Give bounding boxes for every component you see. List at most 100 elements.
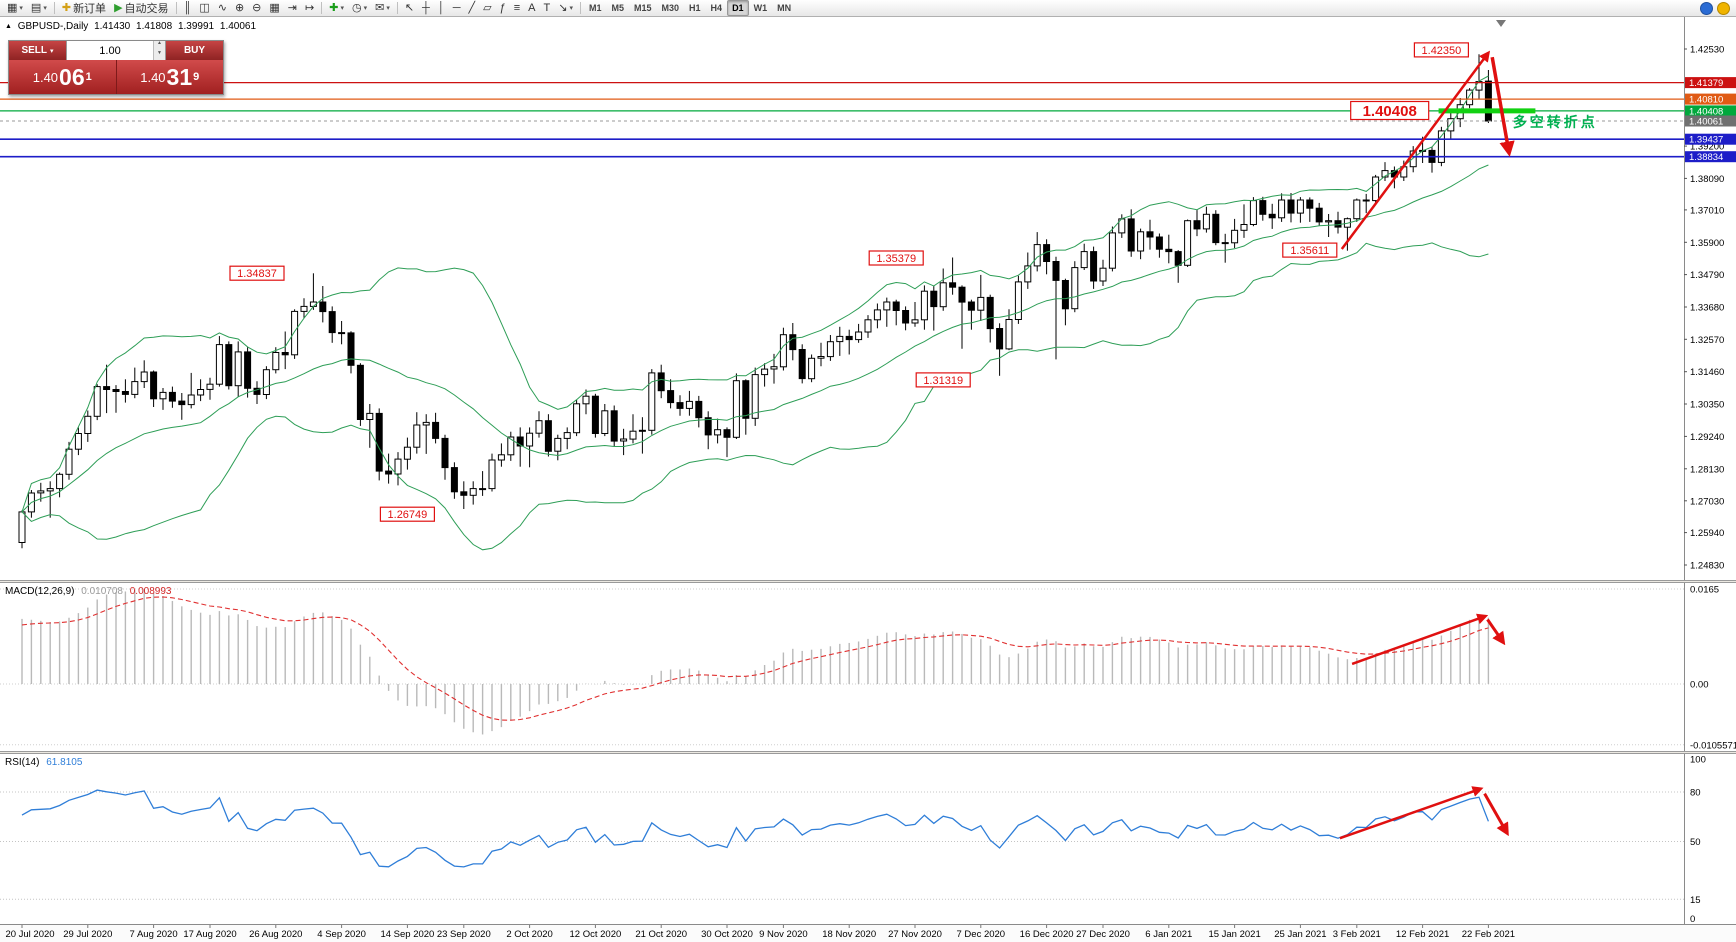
- help-icon[interactable]: [1700, 1, 1713, 15]
- svg-text:14 Sep 2020: 14 Sep 2020: [380, 929, 434, 940]
- trendline-button[interactable]: ╱: [465, 0, 480, 17]
- svg-text:1.29240: 1.29240: [1690, 432, 1724, 443]
- timeframe-h1-button[interactable]: H1: [689, 3, 701, 13]
- timeframe-w1-button[interactable]: W1: [753, 3, 768, 13]
- chart-canvas[interactable]: 1.34837 1.26749 1.35379 1.31319 1.35611 1.423…: [0, 17, 1736, 942]
- shapes-button[interactable]: ≡: [510, 0, 524, 17]
- buy-button[interactable]: BUY: [166, 41, 223, 60]
- sell-button[interactable]: SELL ▾: [9, 41, 66, 60]
- chart-shift-marker[interactable]: [1496, 20, 1506, 27]
- volume-up-button[interactable]: ▲: [154, 41, 165, 51]
- text-button[interactable]: A: [524, 0, 539, 17]
- tile-windows-button[interactable]: ▦: [265, 0, 283, 17]
- price-annotation[interactable]: 1.35611: [1282, 242, 1338, 258]
- new-chart-icon: ▦: [7, 1, 18, 14]
- time-axis[interactable]: [0, 925, 1736, 942]
- auto-scroll-button[interactable]: ⇥: [284, 0, 301, 17]
- svg-text:1.34837: 1.34837: [237, 268, 277, 280]
- arrow-annotation[interactable]: [1483, 792, 1509, 837]
- periods-icon: ◷: [351, 1, 362, 14]
- price-annotation[interactable]: 1.42350: [1413, 42, 1470, 58]
- annotations-layer[interactable]: 1.34837 1.26749 1.35379 1.31319 1.35611 1.423…: [229, 42, 1598, 840]
- svg-text:21 Oct 2020: 21 Oct 2020: [635, 929, 687, 940]
- svg-text:1.39437: 1.39437: [1689, 135, 1723, 146]
- candlestick-chart-icon: ◫: [199, 1, 210, 14]
- autotrading-label: 自动交易: [124, 3, 169, 15]
- one-click-trading-panel: SELL ▾ ▲ ▼ BUY 1.40 06 1: [8, 40, 224, 95]
- chart-shift-button[interactable]: ↦: [301, 0, 318, 17]
- bar-chart-button[interactable]: ║: [180, 0, 196, 17]
- svg-text:1.30350: 1.30350: [1690, 400, 1724, 411]
- cursor-icon: ↖: [404, 1, 415, 14]
- zoom-in-button[interactable]: ⊕: [231, 0, 248, 17]
- svg-text:1.40408: 1.40408: [1689, 106, 1723, 117]
- timeframe-m15-button[interactable]: M15: [634, 3, 652, 13]
- price-axis[interactable]: [1685, 17, 1736, 924]
- svg-text:29 Jul 2020: 29 Jul 2020: [63, 929, 112, 940]
- toolbar: ▦ ▾ ▤ ▾ ✚ 新订单 ▶ 自动交易 ║ ◫ ∿ ⊕ ⊖ ▦ ⇥ ↦ ✚ ▾ ◷ ▾ ✉ ▾ ↖ ┼ │ ─ ╱ ▱ ƒ ≡ A T ↘ ▾ M…: [0, 0, 1736, 17]
- periods-button[interactable]: ◷ ▾: [348, 0, 371, 17]
- buy-price-sup: 9: [193, 71, 200, 83]
- fibonacci-button[interactable]: ƒ: [496, 0, 510, 17]
- timeframe-m1-button[interactable]: M1: [588, 3, 602, 13]
- templates-button[interactable]: ✉ ▾: [371, 0, 394, 17]
- price-annotation[interactable]: 1.40408: [1350, 100, 1430, 121]
- timeframe-d1-button[interactable]: D1: [727, 0, 749, 16]
- timeframe-m5-button[interactable]: M5: [611, 3, 624, 13]
- sell-price-button[interactable]: 1.40 06 1: [9, 60, 117, 94]
- svg-text:9 Nov 2020: 9 Nov 2020: [759, 929, 808, 940]
- svg-text:30 Oct 2020: 30 Oct 2020: [701, 929, 753, 940]
- autotrading-button[interactable]: ▶ 自动交易: [110, 0, 172, 17]
- price-annotation[interactable]: 1.31319: [915, 372, 971, 388]
- pane-separator[interactable]: [0, 751, 1736, 754]
- candlestick-chart-button[interactable]: ◫: [195, 0, 213, 17]
- alerts-icon[interactable]: [1717, 1, 1730, 15]
- svg-text:26 Aug 2020: 26 Aug 2020: [249, 929, 302, 940]
- arrows-button[interactable]: ↘ ▾: [554, 0, 577, 17]
- bollinger-layer: [21, 75, 1489, 551]
- svg-text:1.38834: 1.38834: [1689, 152, 1723, 163]
- arrow-annotation[interactable]: [1340, 50, 1491, 250]
- candles-layer: [18, 54, 1492, 549]
- arrow-annotation[interactable]: [1486, 618, 1506, 646]
- arrow-annotation[interactable]: [1339, 786, 1484, 840]
- cursor-button[interactable]: ↖: [401, 0, 418, 17]
- timeframe-h4-button[interactable]: H4: [710, 3, 723, 13]
- line-chart-button[interactable]: ∿: [214, 0, 231, 17]
- line-chart-icon: ∿: [217, 1, 227, 14]
- svg-text:3 Feb 2021: 3 Feb 2021: [1333, 929, 1381, 940]
- text-icon: A: [528, 1, 536, 14]
- volume-input[interactable]: [67, 41, 153, 60]
- indicators-button[interactable]: ✚ ▾: [325, 0, 348, 17]
- text-label-button[interactable]: T: [540, 0, 555, 17]
- crosshair-button[interactable]: ┼: [418, 0, 434, 17]
- new-chart-button[interactable]: ▦ ▾: [3, 0, 27, 17]
- equidistant-channel-button[interactable]: ▱: [479, 0, 495, 17]
- vertical-line-button[interactable]: │: [434, 0, 449, 17]
- sell-price-big: 06: [59, 64, 85, 90]
- pane-separator[interactable]: [0, 580, 1736, 583]
- buy-price-button[interactable]: 1.40 31 9: [116, 60, 223, 94]
- rsi-label: RSI(14) 61.8105: [5, 757, 86, 768]
- timeframe-mn-button[interactable]: MN: [777, 3, 792, 13]
- timeframe-m30-button[interactable]: M30: [661, 3, 680, 13]
- zoom-out-button[interactable]: ⊖: [248, 0, 265, 17]
- horizontal-line-button[interactable]: ─: [449, 0, 465, 17]
- text-annotation[interactable]: 多空转折点: [1513, 114, 1598, 130]
- ohlc-low: 1.39991: [177, 21, 215, 32]
- chevron-down-icon: ▾: [340, 5, 344, 12]
- arrow-annotation[interactable]: [1490, 56, 1515, 157]
- volume-down-button[interactable]: ▼: [154, 50, 165, 60]
- bar-chart-icon: ║: [183, 1, 192, 14]
- price-annotation[interactable]: 1.26749: [379, 506, 435, 522]
- profiles-icon: ▤: [30, 1, 42, 14]
- price-annotation[interactable]: 1.35379: [868, 250, 924, 266]
- arrow-annotation[interactable]: [1351, 613, 1489, 666]
- svg-text:1.28130: 1.28130: [1690, 464, 1724, 475]
- new-order-button[interactable]: ✚ 新订单: [58, 0, 110, 17]
- profiles-button[interactable]: ▤ ▾: [27, 0, 51, 17]
- price-annotation[interactable]: 1.34837: [229, 265, 285, 281]
- chart-svg[interactable]: 1.34837 1.26749 1.35379 1.31319 1.35611 1.423…: [0, 17, 1736, 942]
- symbol-marker-icon: ▲: [5, 23, 12, 30]
- chevron-down-icon: ▾: [363, 5, 368, 12]
